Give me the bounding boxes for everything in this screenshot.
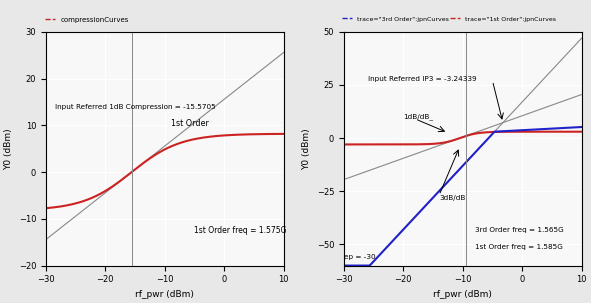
X-axis label: rf_pwr (dBm): rf_pwr (dBm) — [135, 290, 194, 299]
Text: 1st Order: 1st Order — [171, 119, 209, 128]
Text: ep = -30: ep = -30 — [344, 254, 375, 260]
Legend: trace="3rd Order":jpnCurves, trace="1st Order":jpnCurves: trace="3rd Order":jpnCurves, trace="1st … — [342, 16, 556, 22]
Text: 1dB/dB_: 1dB/dB_ — [404, 113, 433, 120]
Y-axis label: Y0 (dBm): Y0 (dBm) — [302, 128, 311, 169]
Legend: compressionCurves: compressionCurves — [45, 17, 129, 23]
Text: 1st Order freq = 1.575G: 1st Order freq = 1.575G — [194, 226, 287, 235]
X-axis label: rf_pwr (dBm): rf_pwr (dBm) — [433, 290, 492, 299]
Text: Input Referred 1dB Compression = -15.5705: Input Referred 1dB Compression = -15.570… — [55, 104, 216, 110]
Y-axis label: Y0 (dBm): Y0 (dBm) — [4, 128, 13, 169]
Text: 3dB/dB: 3dB/dB — [439, 195, 465, 201]
Text: 3rd Order freq = 1.565G: 3rd Order freq = 1.565G — [475, 227, 563, 233]
Text: Input Referred IP3 = -3.24339: Input Referred IP3 = -3.24339 — [368, 76, 476, 82]
Text: 1st Order freq = 1.585G: 1st Order freq = 1.585G — [475, 244, 563, 250]
